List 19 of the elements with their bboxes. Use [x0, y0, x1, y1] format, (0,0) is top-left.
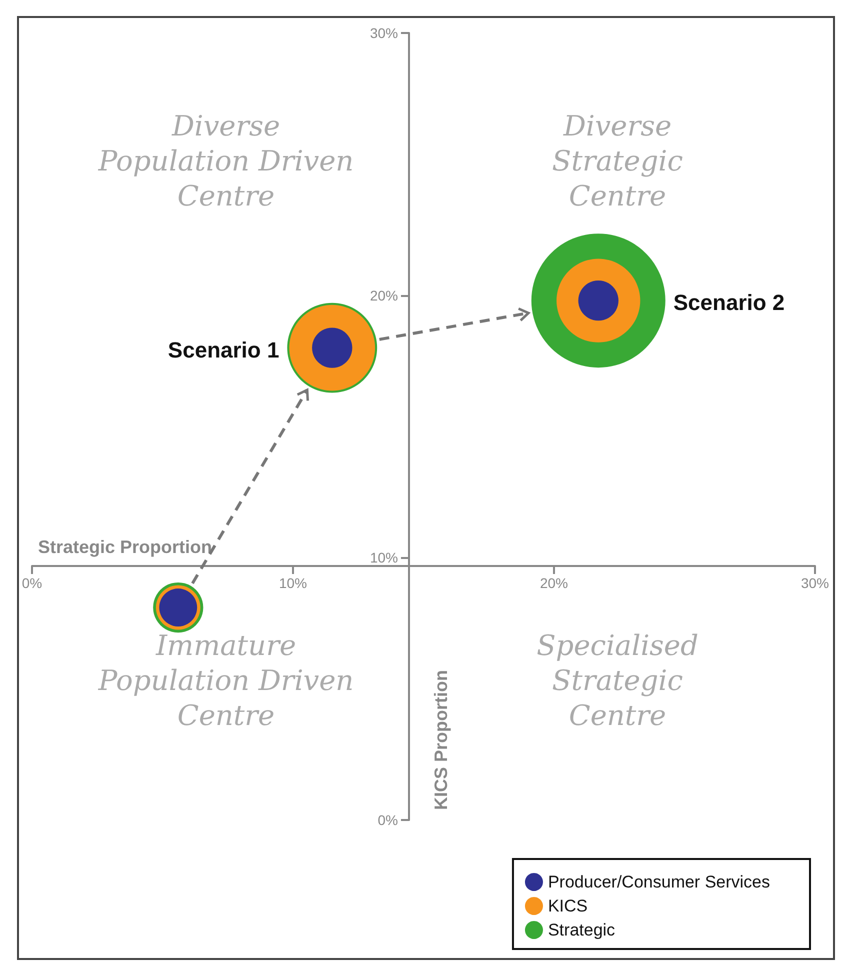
annotation: Specialised Strategic Centre: [536, 628, 698, 732]
legend-label: Strategic: [548, 920, 616, 940]
x-tick-label: 30%: [800, 575, 830, 591]
y-tick-label: 30%: [370, 25, 398, 41]
annotation: Diverse Strategic Centre: [552, 109, 684, 212]
y-tick-label: 20%: [370, 287, 398, 304]
annotation: Diverse Population Driven Centre: [97, 109, 354, 212]
y-axis-title: KICS Proportion: [431, 670, 451, 810]
annotation: Scenario 2: [673, 290, 785, 316]
x-tick-label: 10%: [278, 575, 308, 591]
y-tick-label: 10%: [370, 550, 398, 566]
annotation: Immature Population Driven Centre: [97, 628, 354, 732]
x-tick-label: 0%: [22, 575, 42, 591]
x-tick-label: 20%: [540, 575, 568, 591]
x-axis-title: Strategic Proportion: [38, 537, 212, 557]
legend-label: Producer/Consumer Services: [548, 872, 770, 892]
y-tick-label: 0%: [378, 812, 398, 828]
annotation: Scenario 1: [168, 337, 280, 362]
legend-label: KICS: [548, 896, 588, 916]
